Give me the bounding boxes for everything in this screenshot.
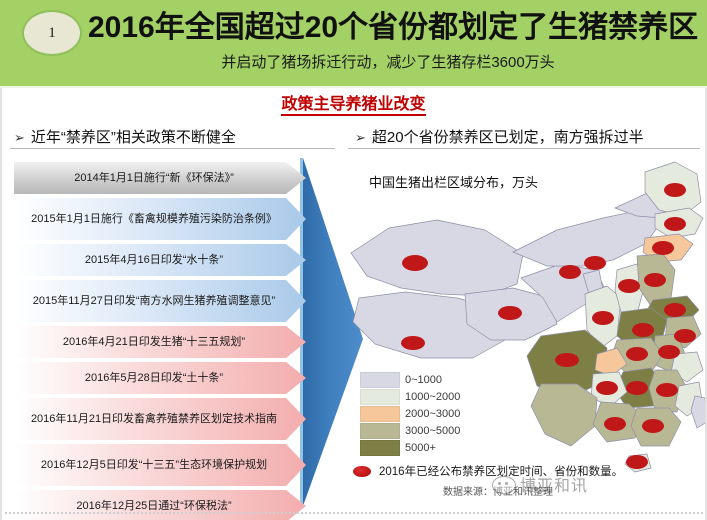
marker-henan (632, 323, 654, 337)
legend-item: 5000+ (360, 439, 460, 456)
legend-label: 1000~2000 (405, 390, 461, 403)
map-source-text: 数据来源：博亚和讯整理 (443, 487, 553, 498)
slide-number-badge: 1 (22, 10, 82, 56)
china-choropleth-map (350, 161, 707, 473)
legend-swatch (360, 422, 400, 439)
timeline-item-label: 2015年11月27日印发“南方水网生猪养殖调整意见” (32, 294, 276, 307)
map-title: 中国生猪出栏区域分布，万头 (369, 175, 539, 190)
marker-tibet (401, 336, 425, 350)
legend-item: 1000~2000 (360, 388, 460, 405)
bottom-dotted-border (0, 512, 707, 514)
left-column-heading: ➢ 近年“禁养区”相关政策不断健全 (14, 126, 236, 147)
page-subtitle: 并启动了猪场拆迁行动，减少了生猪存栏3600万头 (221, 54, 555, 71)
legend-swatch (360, 388, 400, 405)
map-caption-row: 2016年已经公布禁养区划定时间、省份和数量。 (353, 463, 703, 479)
region-yunnan (530, 383, 598, 447)
timeline-item[interactable]: 2016年5月28日印发“土十条” (14, 362, 306, 394)
timeline-item[interactable]: 2016年12月25日通过“环保税法” (14, 490, 306, 520)
marker-guizhou (596, 381, 618, 395)
timeline-item-label: 2014年1月1日施行“新《环保法》” (74, 171, 234, 184)
legend-label: 0~1000 (405, 373, 443, 386)
page-title: 2016年全国超过20个省份都划定了生猪禁养区 (88, 11, 699, 44)
policy-timeline: 2014年1月1日施行“新《环保法》” 2015年1月1日施行《畜禽规模养殖污染… (0, 158, 340, 510)
bullet-arrow-icon: ➢ (355, 130, 366, 145)
marker-shanxi (618, 279, 640, 293)
timeline-item[interactable]: 2016年11月21日印发畜禽养殖禁养区划定技术指南 (14, 398, 306, 440)
marker-inner-mongolia (584, 256, 606, 270)
timeline-item[interactable]: 2015年1月1日施行《畜禽规模养殖污染防治条例》 (14, 198, 306, 240)
right-column-heading: ➢ 超20个省份禁养区已划定，南方强拆过半 (355, 126, 644, 147)
timeline-item-label: 2015年4月16日印发“水十条” (84, 253, 224, 266)
marker-legend-icon (353, 465, 371, 477)
marker-hainan (626, 455, 648, 469)
marker-hubei (626, 347, 648, 361)
timeline-item-label: 2016年5月28日印发“土十条” (84, 371, 224, 384)
legend-item: 0~1000 (360, 371, 460, 388)
section-title: 政策主导养猪业改变 (0, 90, 707, 116)
marker-heilongjiang (664, 183, 686, 197)
region-taiwan (690, 395, 707, 429)
legend-swatch (360, 439, 400, 456)
timeline-item[interactable]: 2014年1月1日施行“新《环保法》” (14, 162, 306, 194)
marker-qinghai (498, 306, 522, 320)
legend-item: 3000~5000 (360, 422, 460, 439)
map-panel: 中国生猪出栏区域分布，万头 (345, 158, 707, 520)
timeline-item-label: 2016年12月5日印发“十三五”生态环境保护规划 (40, 458, 268, 471)
timeline-item-label: 2016年4月21日印发生猪“十三五规划” (62, 335, 246, 348)
legend-label: 5000+ (405, 441, 436, 454)
legend-swatch (360, 405, 400, 422)
marker-shandong (664, 303, 686, 317)
marker-sichuan (555, 353, 579, 367)
timeline-item-label: 2016年11月21日印发畜禽养殖禁养区划定技术指南 (30, 412, 278, 425)
marker-jilin (664, 217, 686, 231)
timeline-item[interactable]: 2015年4月16日印发“水十条” (14, 244, 306, 276)
timeline-item-label: 2016年12月25日通过“环保税法” (76, 499, 232, 512)
marker-guangdong (642, 419, 664, 433)
right-column-heading-text: 超20个省份禁养区已划定，南方强拆过半 (371, 129, 644, 146)
marker-hunan (626, 381, 648, 395)
legend-label: 2000~3000 (405, 407, 461, 420)
slide-number-text: 1 (48, 24, 56, 41)
marker-liaoning (652, 241, 674, 255)
marker-group (401, 183, 696, 469)
bullet-arrow-icon: ➢ (14, 130, 25, 145)
section-title-text: 政策主导养猪业改变 (281, 96, 426, 116)
timeline-arrow-edge (300, 158, 303, 506)
marker-jiangxi (656, 383, 678, 397)
marker-gansu (559, 265, 581, 279)
marker-jiangsu (674, 329, 696, 343)
right-edge-line (705, 88, 707, 520)
left-column-heading-text: 近年“禁养区”相关政策不断健全 (30, 129, 236, 146)
region-chongqing (594, 347, 628, 377)
marker-guangxi (604, 417, 626, 431)
marker-shaanxi (592, 311, 614, 325)
map-caption-text: 2016年已经公布禁养区划定时间、省份和数量。 (379, 466, 624, 478)
region-xinjiang (350, 219, 524, 297)
timeline-item[interactable]: 2016年12月5日印发“十三五”生态环境保护规划 (14, 444, 306, 486)
legend-label: 3000~5000 (405, 424, 461, 437)
map-caption-block: 2016年已经公布禁养区划定时间、省份和数量。 数据来源：博亚和讯整理 (353, 463, 703, 498)
marker-hebei (644, 273, 666, 287)
right-heading-divider (348, 148, 700, 149)
timeline-item[interactable]: 2015年11月27日印发“南方水网生猪养殖调整意见” (14, 280, 306, 322)
left-heading-divider (10, 148, 335, 149)
legend-item: 2000~3000 (360, 405, 460, 422)
marker-xinjiang (402, 255, 428, 271)
legend-swatch (360, 371, 400, 388)
left-edge-line (0, 88, 2, 520)
timeline-item[interactable]: 2016年4月21日印发生猪“十三五规划” (14, 326, 306, 358)
slide-header: 1 2016年全国超过20个省份都划定了生猪禁养区 并启动了猪场拆迁行动，减少了… (0, 0, 707, 88)
map-legend: 0~1000 1000~2000 2000~3000 3000~5000 500… (360, 371, 460, 456)
marker-anhui (658, 345, 680, 359)
timeline-item-label: 2015年1月1日施行《畜禽规模养殖污染防治条例》 (31, 212, 277, 225)
